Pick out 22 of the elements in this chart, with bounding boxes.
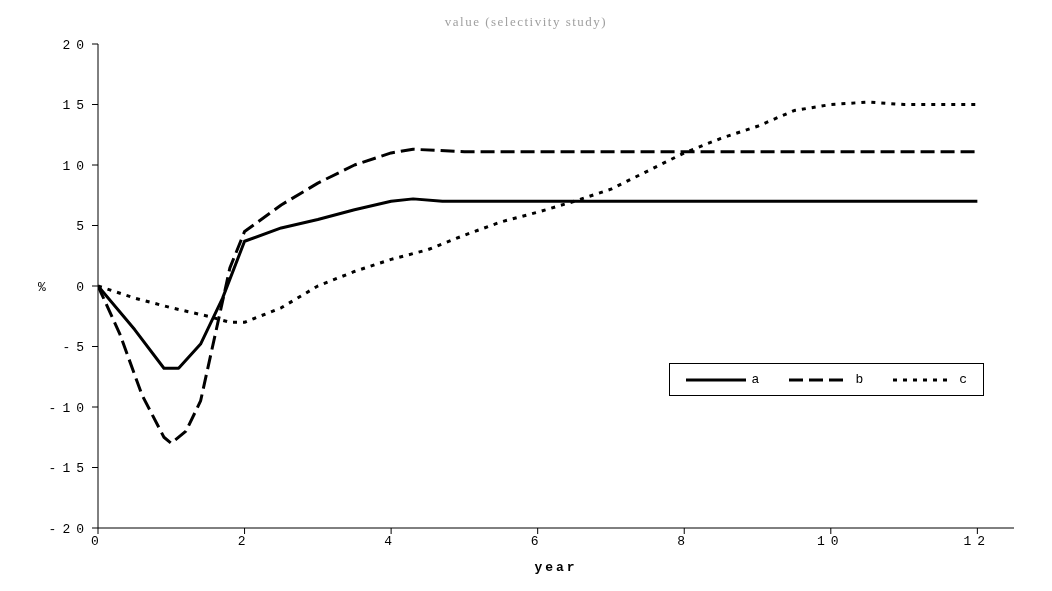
y-axis-title: %: [38, 279, 46, 295]
x-axis-title: year: [534, 560, 578, 575]
y-tick-label: 20: [62, 37, 90, 53]
chart-title: value (selectivity study): [443, 14, 609, 30]
y-tick-label: -5: [62, 340, 90, 356]
legend-label: a: [751, 372, 760, 387]
y-tick-label: -10: [48, 400, 90, 416]
y-tick-label: 15: [62, 98, 90, 114]
y-tick-label: 10: [62, 158, 90, 174]
x-tick-label: 10: [817, 534, 845, 550]
x-tick-label: 8: [677, 534, 692, 550]
legend-label: b: [855, 372, 864, 387]
x-tick-label: 12: [963, 534, 992, 550]
y-tick-label: 5: [76, 219, 90, 235]
x-tick-label: 6: [530, 534, 545, 550]
x-tick-label: 0: [91, 534, 105, 550]
x-tick-label: 2: [237, 534, 252, 550]
x-tick-label: 4: [384, 534, 399, 550]
y-tick-label: -20: [48, 521, 90, 537]
y-tick-label: -15: [48, 461, 90, 477]
legend-label: c: [959, 372, 967, 387]
y-tick-label: 0: [76, 279, 90, 295]
